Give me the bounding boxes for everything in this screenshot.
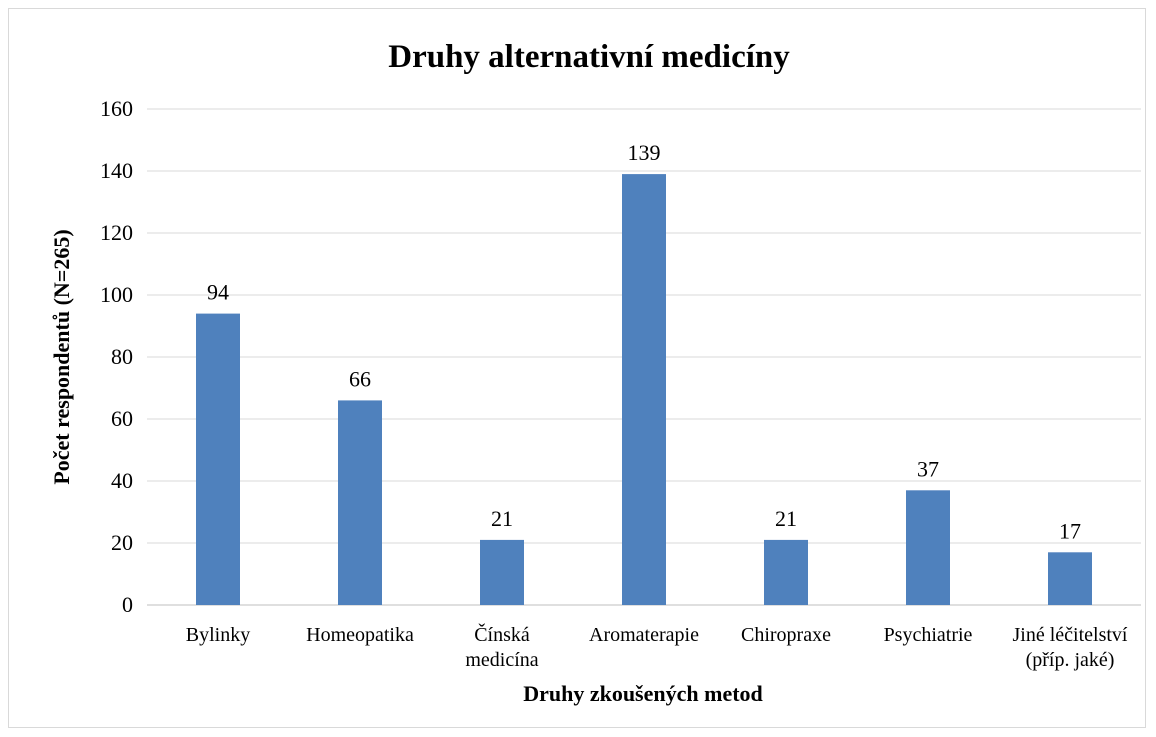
bar [622,174,666,605]
category-label: Aromaterapie [589,624,699,646]
bar [338,400,382,605]
category-label-line: Homeopatika [306,624,414,646]
category-label-line: Psychiatrie [884,624,973,646]
data-label: 21 [775,506,797,531]
category-label-line: Jiné léčitelství [1013,624,1128,646]
y-tick-label: 60 [111,406,133,431]
y-tick-label: 140 [100,158,133,183]
bar [1048,552,1092,605]
data-label: 139 [628,140,661,165]
bar-chart: Druhy alternativní medicíny Počet respon… [49,39,1141,706]
category-label: Čínská medicína [465,622,538,671]
category-label-line: (příp. jaké) [1026,649,1115,671]
category-label-line: Aromaterapie [589,624,699,646]
category-label: Jiné léčitelství (příp. jaké) [1013,624,1128,671]
y-tick-label: 40 [111,468,133,493]
y-tick-label: 160 [100,96,133,121]
y-axis-title: Počet respondentů (N=265) [49,229,74,484]
data-label: 17 [1059,518,1081,543]
category-label: Psychiatrie [884,624,973,646]
chart-title: Druhy alternativní medicíny [388,39,790,75]
y-tick-label: 20 [111,530,133,555]
category-label: Chiropraxe [741,624,831,646]
bar [906,490,950,605]
category-label: Homeopatika [306,624,414,646]
bar [480,539,524,605]
y-tick-label: 0 [122,592,133,617]
category-label-line: Bylinky [186,624,250,646]
category-label: Bylinky [186,624,250,646]
y-tick-label: 100 [100,282,133,307]
chart-frame: Druhy alternativní medicíny Počet respon… [8,8,1146,728]
y-tick-label: 120 [100,220,133,245]
category-label-line: medicína [465,649,538,671]
bar [196,313,240,605]
y-tick-label: 80 [111,344,133,369]
category-label-line: Čínská [474,622,530,646]
x-axis-title: Druhy zkoušených metod [523,681,763,706]
category-label-line: Chiropraxe [741,624,831,646]
data-label: 66 [349,366,371,391]
data-label: 37 [917,456,939,481]
data-label: 21 [491,506,513,531]
bar [764,539,808,605]
data-label: 94 [207,280,229,305]
